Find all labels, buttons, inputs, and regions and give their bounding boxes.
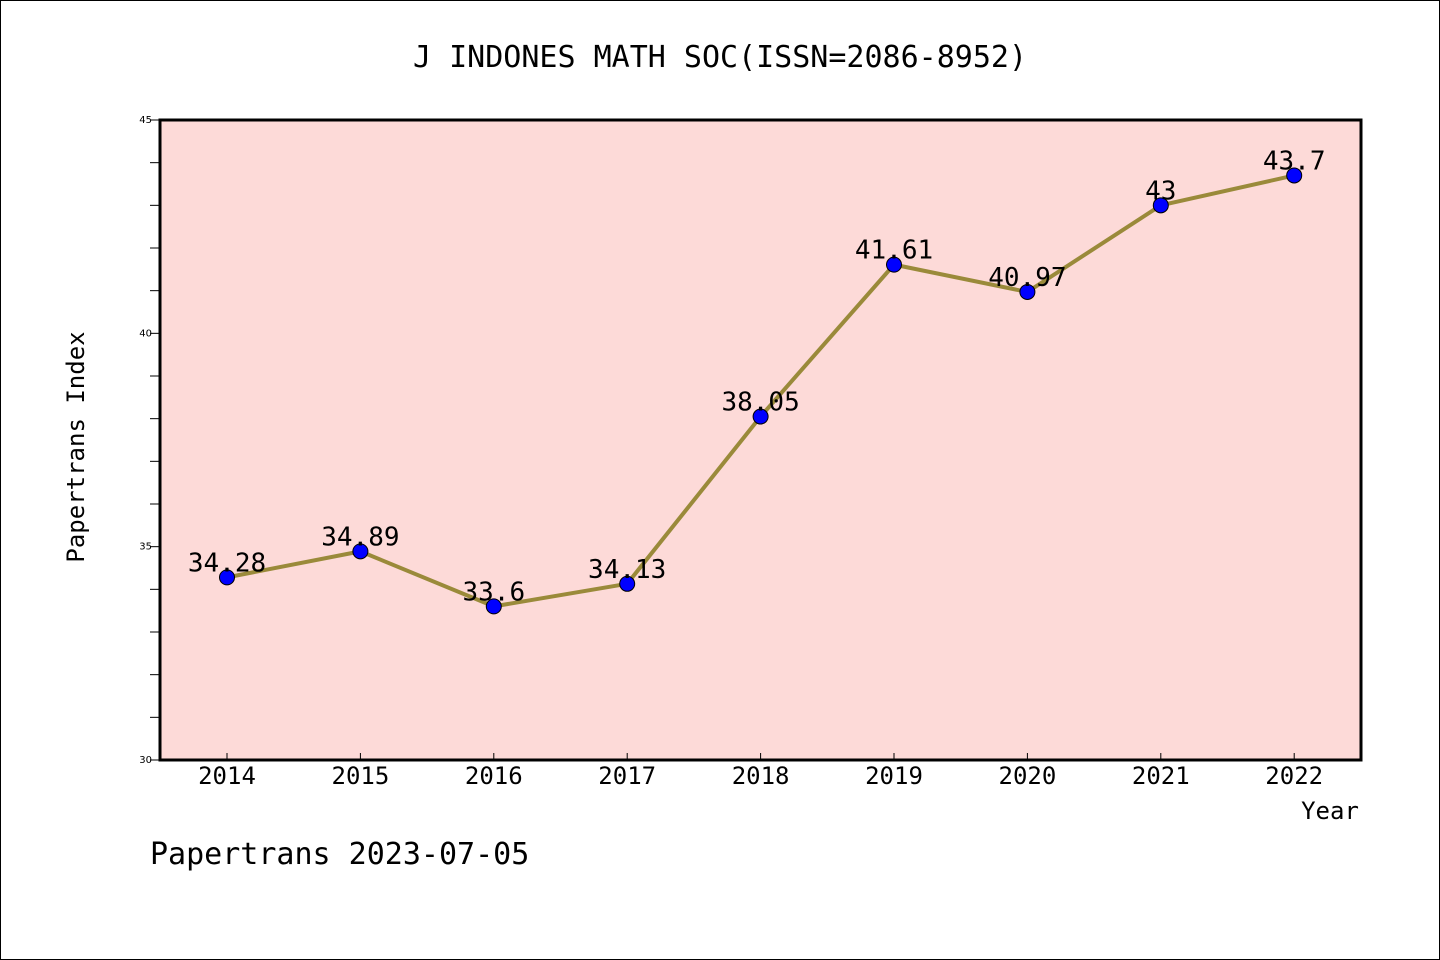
data-label: 34.28 <box>188 548 266 578</box>
data-label: 33.6 <box>462 577 525 607</box>
x-tick-label: 2020 <box>999 762 1057 790</box>
plot-area <box>158 118 1363 762</box>
y-tick-label: 35 <box>139 542 152 553</box>
data-label: 43.7 <box>1263 146 1326 176</box>
y-tick-label: 30 <box>139 755 152 766</box>
data-label: 40.97 <box>988 263 1066 293</box>
x-axis-label: Year <box>1301 797 1359 825</box>
footer-text: Papertrans 2023-07-05 <box>150 837 529 872</box>
y-tick-label: 45 <box>139 115 152 126</box>
data-point <box>485 598 502 615</box>
chart-title: J INDONES MATH SOC(ISSN=2086-8952) <box>413 40 1027 75</box>
data-point <box>219 569 235 586</box>
data-label: 34.89 <box>321 522 399 552</box>
x-axis: 2014 2015 2016 2017 2018 2019 2020 2021 2022 <box>198 753 1323 790</box>
data-point <box>1152 197 1169 214</box>
x-tick-label: 2016 <box>465 762 523 790</box>
data-point <box>352 543 369 560</box>
data-point <box>619 575 636 592</box>
x-tick-label: 2017 <box>598 762 656 790</box>
data-point <box>886 256 902 273</box>
y-axis-label: Papertrans Index <box>62 331 90 562</box>
data-point <box>1019 283 1036 300</box>
data-label: 41.61 <box>855 236 933 266</box>
data-label: 38.05 <box>721 388 799 418</box>
y-tick-label: 40 <box>139 328 152 339</box>
data-point <box>752 408 769 425</box>
x-tick-label: 2019 <box>865 762 923 790</box>
data-point <box>1286 167 1303 184</box>
x-tick-label: 2021 <box>1132 762 1190 790</box>
y-axis: 30 35 40 45 <box>139 115 160 766</box>
data-label: 43 <box>1145 176 1176 206</box>
x-tick-label: 2014 <box>198 762 256 790</box>
data-label: 34.13 <box>588 555 666 585</box>
x-tick-label: 2022 <box>1265 762 1323 790</box>
x-tick-label: 2018 <box>732 762 790 790</box>
x-tick-label: 2015 <box>332 762 390 790</box>
data-series: 34.28 34.89 33.6 34.13 38.05 41.61 40.97 43 43.7 <box>188 146 1326 615</box>
